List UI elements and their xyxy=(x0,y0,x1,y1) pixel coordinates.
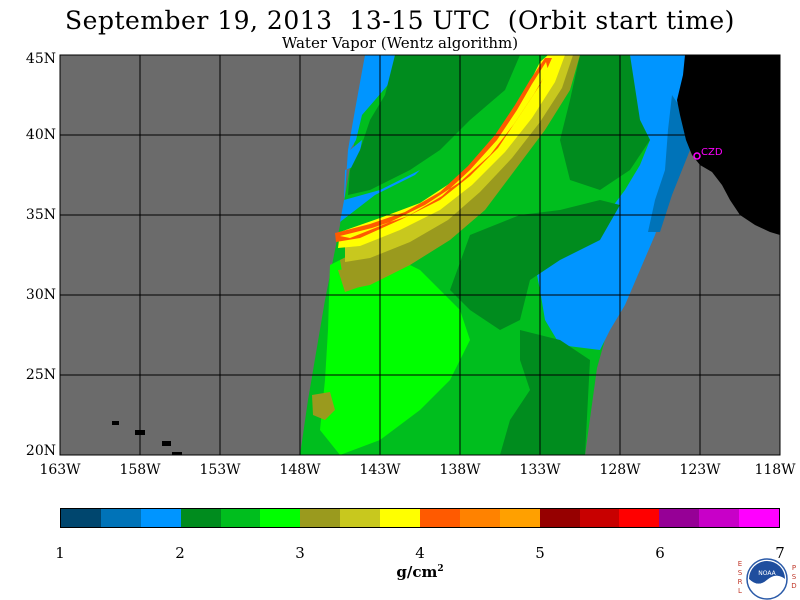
map-title: September 19, 2013 13-15 UTC (Orbit star… xyxy=(65,6,735,35)
lat-label: 40N xyxy=(25,127,56,143)
logo-text: NOAA xyxy=(758,570,776,577)
colorbar-segment xyxy=(61,509,101,527)
lon-label: 148W xyxy=(279,462,321,478)
noaa-logo: E S R L NOAA P S D xyxy=(736,558,798,600)
land-north-america xyxy=(677,55,780,235)
colorbar-segment xyxy=(579,509,620,527)
lon-label: 123W xyxy=(679,462,721,478)
colorbar-tick-label: 1 xyxy=(55,544,65,562)
colorbar-segment xyxy=(380,509,421,527)
colorbar xyxy=(60,508,780,528)
water-vapor-map: CZD xyxy=(59,54,781,456)
colorbar-tick-label: 2 xyxy=(175,544,185,562)
lat-label: 30N xyxy=(25,287,56,303)
colorbar-segment xyxy=(180,509,221,527)
colorbar-segment xyxy=(539,509,580,527)
swath-brightgreen-band xyxy=(320,250,470,455)
lat-label: 20N xyxy=(25,443,56,459)
lon-label: 143W xyxy=(359,462,401,478)
noaa-emblem-icon: NOAA xyxy=(746,558,788,600)
colorbar-tick-label: 7 xyxy=(775,544,785,562)
logo-letter: E xyxy=(737,560,743,568)
map-gridlines xyxy=(60,55,780,455)
swath-darkgreen-right xyxy=(560,55,650,190)
island-hawaii xyxy=(172,452,182,455)
colorbar-segment xyxy=(459,509,500,527)
logo-letter: R xyxy=(737,578,743,586)
logo-esrl-letters: E S R L xyxy=(736,560,744,596)
lon-label: 158W xyxy=(119,462,161,478)
colorbar-segment xyxy=(260,509,301,527)
lat-label: 25N xyxy=(25,367,56,383)
swath-olive-patch-1 xyxy=(312,392,335,420)
map-subtitle: Water Vapor (Wentz algorithm) xyxy=(281,34,519,52)
colorbar-segment xyxy=(300,509,341,527)
swath-blue-right xyxy=(535,55,690,350)
lon-label: 163W xyxy=(39,462,81,478)
colorbar-tick-label: 5 xyxy=(535,544,545,562)
swath-olive-patch-2 xyxy=(338,268,365,292)
map-frame xyxy=(59,54,781,456)
island-maui xyxy=(162,441,171,446)
colorbar-segment xyxy=(420,509,460,527)
swath-darkblue-right xyxy=(648,95,690,232)
logo-letter: L xyxy=(738,587,742,595)
colorbar-tick-label: 6 xyxy=(655,544,665,562)
colorbar-segment xyxy=(659,509,700,527)
lat-label: 35N xyxy=(25,207,56,223)
island-kauai xyxy=(112,421,119,425)
lat-label: 45N xyxy=(25,51,56,67)
lon-label: 138W xyxy=(439,462,481,478)
colorbar-segment xyxy=(699,509,740,527)
logo-letter: P xyxy=(791,564,797,572)
swath-darkgreen-mid xyxy=(450,200,620,330)
logo-psd-letters: P S D xyxy=(790,564,798,591)
colorbar-segment xyxy=(140,509,181,527)
colorbar-segment xyxy=(499,509,540,527)
colorbar-tick-label: 3 xyxy=(295,544,305,562)
lon-label: 128W xyxy=(599,462,641,478)
colorbar-tick-label: 4 xyxy=(415,544,425,562)
swath-darkgreen-low xyxy=(500,330,590,455)
logo-letter: S xyxy=(791,573,797,581)
lon-label: 133W xyxy=(519,462,561,478)
colorbar-segment xyxy=(739,509,780,527)
swath-blue-top xyxy=(340,55,430,222)
colorbar-segment xyxy=(100,509,141,527)
colorbar-segment xyxy=(220,509,261,527)
units-text: g/cm xyxy=(396,563,438,581)
colorbar-segment xyxy=(619,509,660,527)
logo-letter: D xyxy=(791,582,797,590)
lon-label: 118W xyxy=(754,462,796,478)
logo-letter: S xyxy=(737,569,743,577)
colorbar-segment xyxy=(340,509,381,527)
lon-label: 153W xyxy=(199,462,241,478)
swath-darkgreen-top xyxy=(348,55,520,195)
station-label: CZD xyxy=(701,147,723,158)
station-marker xyxy=(693,152,701,160)
units-superscript: 2 xyxy=(437,564,444,574)
colorbar-units: g/cm2 xyxy=(370,563,470,581)
